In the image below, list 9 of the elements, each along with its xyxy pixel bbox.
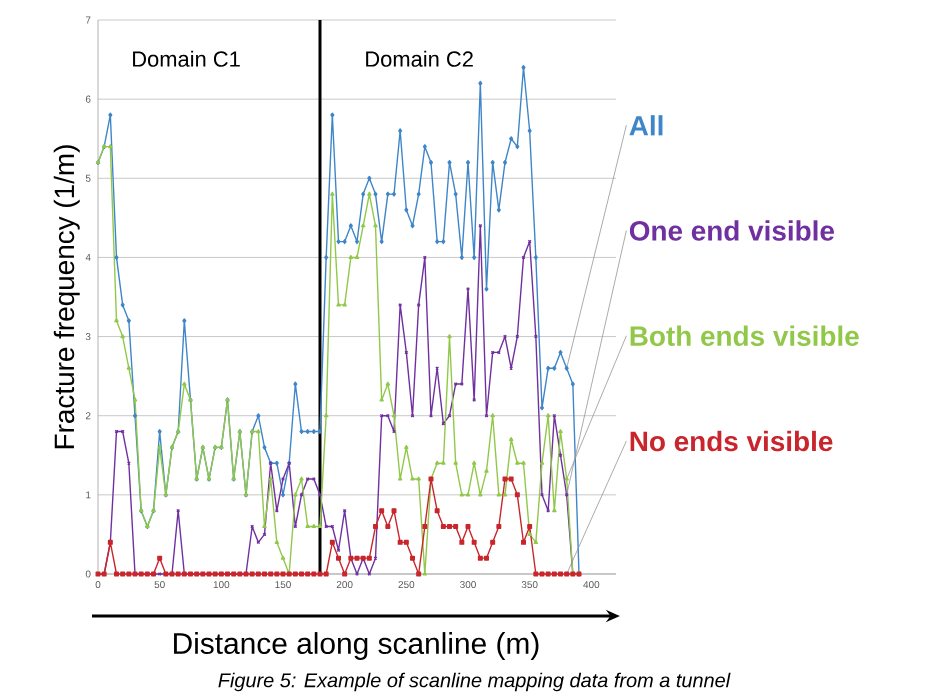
annotation: Domain C2 — [366, 50, 473, 67]
text: No ends visible — [630, 430, 833, 452]
y-axis-title: Fracture frequency (1/m) — [53, 145, 80, 449]
annotation: Domain C1 — [133, 50, 240, 67]
text: Both ends visible — [630, 325, 859, 347]
x-axis-title: Distance along scanline (m) — [174, 632, 539, 660]
text: All — [629, 115, 663, 136]
caption: Figure 5: Example of scanline mapping data from a tunnel — [218, 672, 731, 692]
text: One end visible — [629, 220, 834, 241]
